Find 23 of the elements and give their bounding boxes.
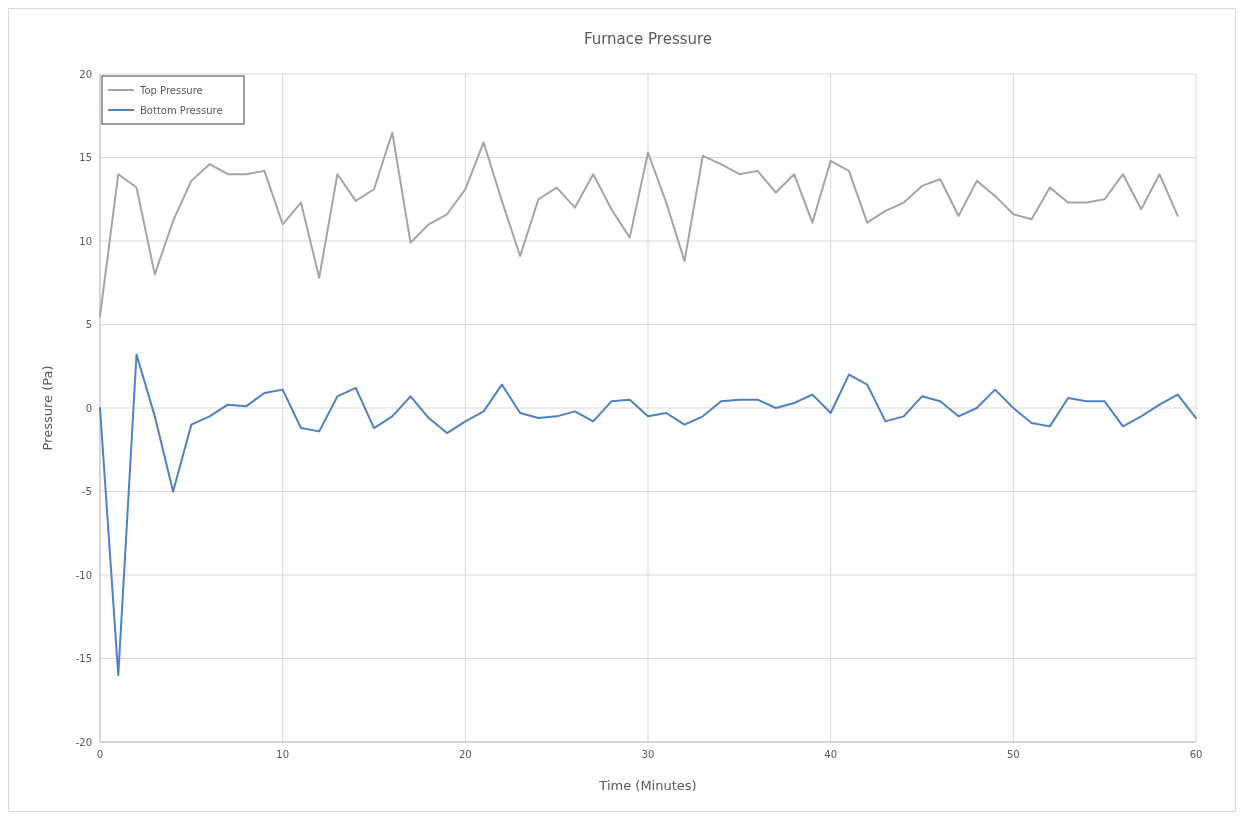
y-tick-label: 5 <box>85 319 92 330</box>
y-tick-label: -5 <box>82 486 92 497</box>
legend-label: Bottom Pressure <box>140 104 223 116</box>
x-tick-label: 10 <box>276 749 290 760</box>
y-tick-label: 20 <box>79 68 92 80</box>
x-tick-label: 60 <box>1189 749 1203 760</box>
x-axis-title: Time (Minutes) <box>598 778 697 793</box>
y-tick-label: -20 <box>75 736 92 748</box>
y-tick-label: 0 <box>85 402 92 414</box>
x-tick-label: 40 <box>824 749 838 760</box>
y-tick-label: 10 <box>79 235 92 247</box>
y-tick-label: 15 <box>79 152 92 163</box>
x-tick-label: 50 <box>1006 749 1020 760</box>
x-tick-label: 30 <box>641 749 655 760</box>
line-series <box>99 353 1197 677</box>
legend-label: Top Pressure <box>139 84 203 96</box>
x-tick-label: 20 <box>458 749 472 760</box>
x-tick-label: 0 <box>96 749 104 760</box>
y-tick-label: -15 <box>75 653 92 664</box>
y-axis-title: Pressure (Pa) <box>40 365 55 451</box>
y-tick-label: -10 <box>75 569 92 581</box>
line-series <box>99 131 1179 318</box>
chart-title: Furnace Pressure <box>583 30 713 48</box>
